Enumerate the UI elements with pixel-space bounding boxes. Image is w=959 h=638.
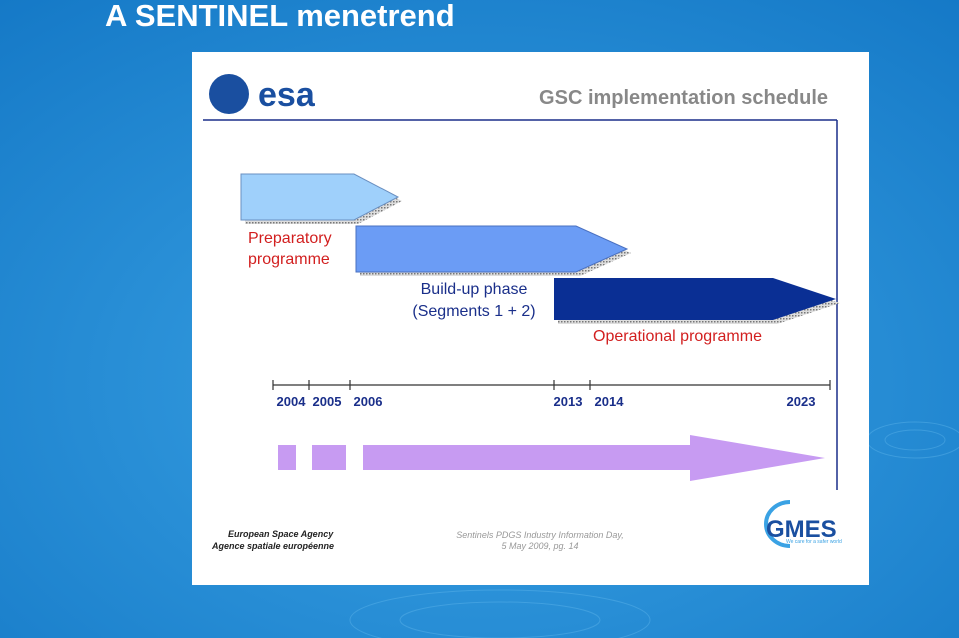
phase-label: Operational programme: [593, 328, 762, 345]
gmes-logo: GMES We care for a safer world: [764, 500, 842, 548]
phase-label: Preparatory: [248, 230, 332, 247]
agency-name: Agence spatiale européenne: [211, 541, 334, 551]
phase-arrow: [240, 173, 400, 221]
event-note: 5 May 2009, pg. 14: [501, 541, 578, 551]
phase-arrow: [355, 225, 629, 273]
event-note: Sentinels PDGS Industry Information Day,: [456, 530, 623, 540]
gmes-tagline: We care for a safer world: [786, 539, 842, 545]
year-label: 2023: [787, 394, 816, 409]
slide-title: A SENTINEL menetrend: [105, 0, 455, 33]
timeline: [272, 380, 831, 390]
year-label: 2013: [554, 394, 583, 409]
heading: GSC implementation schedule: [539, 87, 828, 109]
future-arrow: [278, 435, 825, 481]
year-label: 2014: [595, 394, 625, 409]
phase-label: Build-up phase: [421, 281, 528, 298]
gmes-text: GMES: [766, 516, 837, 543]
phase-arrow: [554, 278, 836, 320]
esa-logo: esa: [209, 74, 316, 114]
year-label: 2005: [313, 394, 342, 409]
phase-label: (Segments 1 + 2): [412, 303, 535, 320]
logo-text: esa: [258, 76, 316, 114]
agency-name: European Space Agency: [228, 529, 334, 539]
phase-label: programme: [248, 251, 330, 268]
year-label: 2006: [354, 394, 383, 409]
year-label: 2004: [277, 394, 307, 409]
